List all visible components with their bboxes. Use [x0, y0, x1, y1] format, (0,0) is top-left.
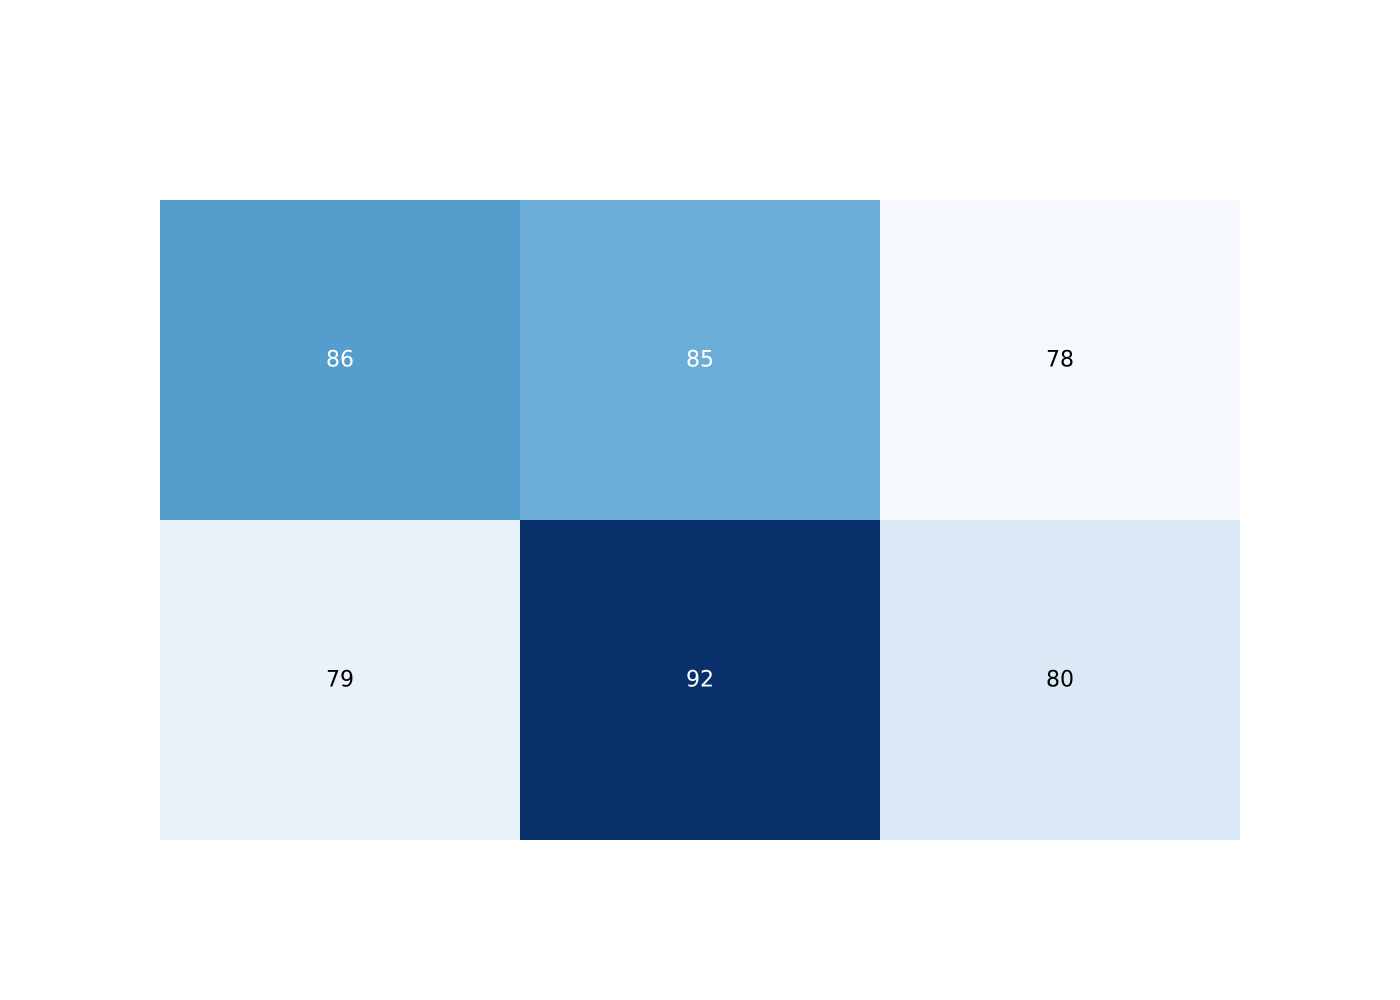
heatmap-cell-label-r1-c1: 92: [686, 668, 714, 693]
heatmap-cell-label-r1-c0: 79: [326, 668, 354, 693]
heatmap-cell-label-r0-c2: 78: [1046, 348, 1074, 373]
heatmap-cell-r0-c2: [880, 200, 1240, 520]
heatmap-cell-r1-c0: [160, 520, 520, 840]
heatmap-cell-r0-c0: [160, 200, 520, 520]
heatmap-cell-labels: 86 85 78 79 92 80: [326, 348, 1074, 693]
heatmap-cell-r1-c2: [880, 520, 1240, 840]
heatmap-cell-label-r1-c2: 80: [1046, 668, 1074, 693]
heatmap-cell-r0-c1: [520, 200, 880, 520]
heatmap-cells: [160, 200, 1240, 840]
heatmap-cell-label-r0-c1: 85: [686, 348, 714, 373]
heatmap-cell-r1-c1: [520, 520, 880, 840]
heatmap-cell-label-r0-c0: 86: [326, 348, 354, 373]
